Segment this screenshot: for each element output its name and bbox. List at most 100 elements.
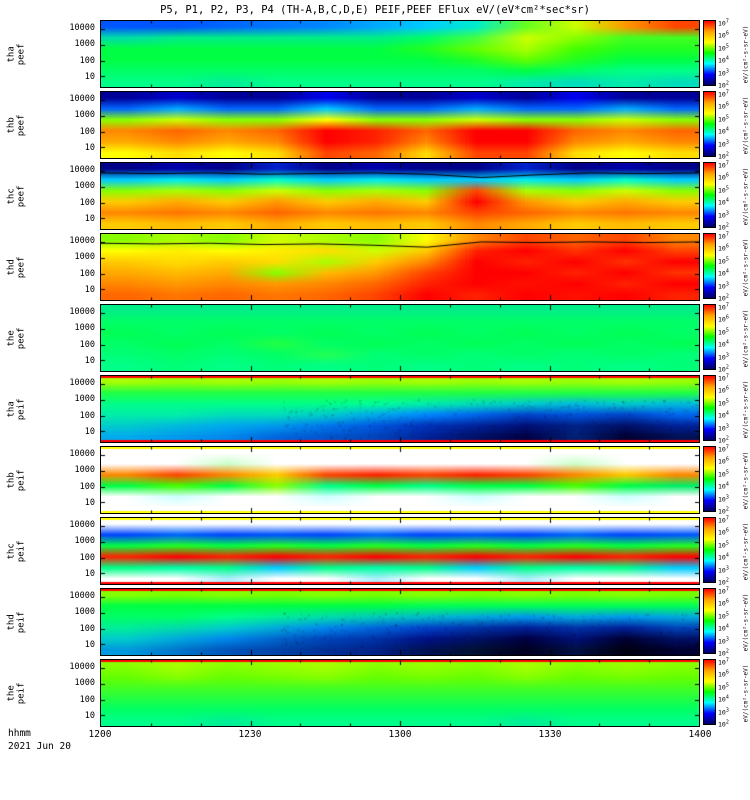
- panel-label-text: thc peef: [7, 185, 28, 207]
- spectrogram-canvas-tha-peef: [100, 20, 700, 88]
- y-tick-label: 10: [85, 640, 95, 650]
- y-tick-label: 1000: [75, 39, 95, 49]
- y-tick-label: 10: [85, 498, 95, 508]
- colorbar-the-peef: [703, 304, 716, 370]
- colorbar-unit-label: eV/(cm²-s-sr-eV): [741, 659, 750, 727]
- spectrogram-canvas-wrap: [100, 375, 700, 443]
- figure-title: P5, P1, P2, P3, P4 (TH-A,B,C,D,E) PEIF,P…: [0, 0, 750, 18]
- colorbar-tick-label: 106: [718, 31, 729, 40]
- colorbar-tick-label: 103: [718, 494, 729, 503]
- panel-label-tha-peef: tha peef: [0, 20, 34, 88]
- colorbar-tick-label: 105: [718, 611, 729, 620]
- spectrogram-panel-tha-peef: tha peef 10000 1000 100 10 107 106 105 104 103 102…: [0, 20, 750, 88]
- colorbar-unit-label: eV/(cm²-s-sr-eV): [741, 304, 750, 372]
- y-axis-ticks: 10000 1000 100 10: [34, 91, 100, 159]
- panel-label-text: thd peif: [7, 611, 28, 633]
- spectrogram-canvas-the-peif: [100, 659, 700, 727]
- colorbar-thb-peif: [703, 446, 716, 512]
- colorbar-unit-label: eV/(cm²-s-sr-eV): [741, 91, 750, 159]
- y-tick-label: 10: [85, 72, 95, 82]
- colorbar-ticks: 107 106 105 104 103 102: [716, 375, 741, 443]
- colorbar-tick-label: 104: [718, 624, 729, 633]
- colorbar-tick-label: 103: [718, 423, 729, 432]
- colorbar-tick-label: 103: [718, 210, 729, 219]
- y-tick-label: 10: [85, 285, 95, 295]
- panel-label-text: the peif: [7, 682, 28, 704]
- colorbar-tick-label: 106: [718, 528, 729, 537]
- colorbar-unit-text: eV/(cm²-s-sr-eV): [742, 380, 749, 438]
- colorbar-tick-label: 105: [718, 469, 729, 478]
- y-tick-label: 1000: [75, 394, 95, 404]
- colorbar-unit-text: eV/(cm²-s-sr-eV): [742, 664, 749, 722]
- colorbar-tick-label: 107: [718, 160, 729, 169]
- x-axis-ticks: 1200 1230 1300 1330 1400: [100, 728, 700, 741]
- colorbar-unit-text: eV/(cm²-s-sr-eV): [742, 167, 749, 225]
- colorbar-tick-label: 106: [718, 244, 729, 253]
- colorbar-unit-text: eV/(cm²-s-sr-eV): [742, 451, 749, 509]
- spectrogram-panel-tha-peif: tha peif 10000 1000 100 10 107 106 105 104 103 102…: [0, 375, 750, 443]
- colorbar-unit-label: eV/(cm²-s-sr-eV): [741, 588, 750, 656]
- colorbar-ticks: 107 106 105 104 103 102: [716, 233, 741, 301]
- colorbar-thc-peef: [703, 162, 716, 228]
- spectrogram-panel-thc-peif: thc peif 10000 1000 100 10 107 106 105 104 103 102…: [0, 517, 750, 585]
- x-axis: hhmm 2021 Jun 20 1200 1230 1300 1330 140…: [0, 728, 750, 754]
- y-tick-label: 10000: [69, 94, 95, 104]
- y-tick-label: 100: [80, 553, 95, 563]
- panel-label-thd-peef: thd peef: [0, 233, 34, 301]
- colorbar-tick-label: 107: [718, 18, 729, 27]
- colorbar-tick-label: 107: [718, 657, 729, 666]
- colorbar-unit-label: eV/(cm²-s-sr-eV): [741, 162, 750, 230]
- y-tick-label: 10: [85, 214, 95, 224]
- colorbar-tick-label: 105: [718, 185, 729, 194]
- spectrogram-canvas-thc-peef: [100, 162, 700, 230]
- colorbar-tick-label: 103: [718, 565, 729, 574]
- colorbar-tick-label: 106: [718, 670, 729, 679]
- panel-label-text: tha peif: [7, 398, 28, 420]
- colorbar-tha-peif: [703, 375, 716, 441]
- spectrogram-panel-thd-peef: thd peef 10000 1000 100 10 107 106 105 104 103 102…: [0, 233, 750, 301]
- spectrogram-panel-thb-peif: thb peif 10000 1000 100 10 107 106 105 104 103 102…: [0, 446, 750, 514]
- spectrogram-panel-thd-peif: thd peif 10000 1000 100 10 107 106 105 104 103 102…: [0, 588, 750, 656]
- spectrogram-canvas-wrap: [100, 20, 700, 88]
- x-tick-label: 1230: [239, 729, 262, 740]
- y-tick-label: 10000: [69, 165, 95, 175]
- panel-label-text: thb peef: [7, 114, 28, 136]
- panel-label-thb-peif: thb peif: [0, 446, 34, 514]
- y-tick-label: 10: [85, 143, 95, 153]
- colorbar-tick-label: 107: [718, 89, 729, 98]
- colorbar-tick-label: 107: [718, 515, 729, 524]
- spectrogram-canvas-wrap: [100, 446, 700, 514]
- spectrogram-canvas-thb-peif: [100, 446, 700, 514]
- spectrogram-canvas-the-peef: [100, 304, 700, 372]
- panel-label-text: thd peef: [7, 256, 28, 278]
- date-label: 2021 Jun 20: [8, 741, 100, 754]
- y-tick-label: 10000: [69, 662, 95, 672]
- x-axis-caption: hhmm 2021 Jun 20: [0, 728, 100, 754]
- colorbar-tick-label: 104: [718, 127, 729, 136]
- panel-label-text: the peef: [7, 327, 28, 349]
- colorbar-thc-peif: [703, 517, 716, 583]
- colorbar-tick-label: 102: [718, 720, 729, 729]
- panel-label-thc-peif: thc peif: [0, 517, 34, 585]
- colorbar-ticks: 107 106 105 104 103 102: [716, 91, 741, 159]
- spectrogram-canvas-tha-peif: [100, 375, 700, 443]
- colorbar-tick-label: 103: [718, 68, 729, 77]
- colorbar-unit-text: eV/(cm²-s-sr-eV): [742, 522, 749, 580]
- y-tick-label: 100: [80, 127, 95, 137]
- colorbar-tick-label: 107: [718, 373, 729, 382]
- x-tick-label: 1400: [689, 729, 712, 740]
- spectrogram-panel-thc-peef: thc peef 10000 1000 100 10 107 106 105 104 103 102…: [0, 162, 750, 230]
- colorbar-tick-label: 106: [718, 173, 729, 182]
- y-tick-label: 100: [80, 56, 95, 66]
- colorbar-unit-label: eV/(cm²-s-sr-eV): [741, 375, 750, 443]
- colorbar-tick-label: 107: [718, 231, 729, 240]
- colorbar-ticks: 107 106 105 104 103 102: [716, 162, 741, 230]
- colorbar-tha-peef: [703, 20, 716, 86]
- colorbar-ticks: 107 106 105 104 103 102: [716, 517, 741, 585]
- x-tick-label: 1300: [389, 729, 412, 740]
- spectrogram-figure: P5, P1, P2, P3, P4 (TH-A,B,C,D,E) PEIF,P…: [0, 0, 750, 800]
- colorbar-the-peif: [703, 659, 716, 725]
- colorbar-thd-peef: [703, 233, 716, 299]
- colorbar-tick-label: 103: [718, 636, 729, 645]
- panel-label-thc-peef: thc peef: [0, 162, 34, 230]
